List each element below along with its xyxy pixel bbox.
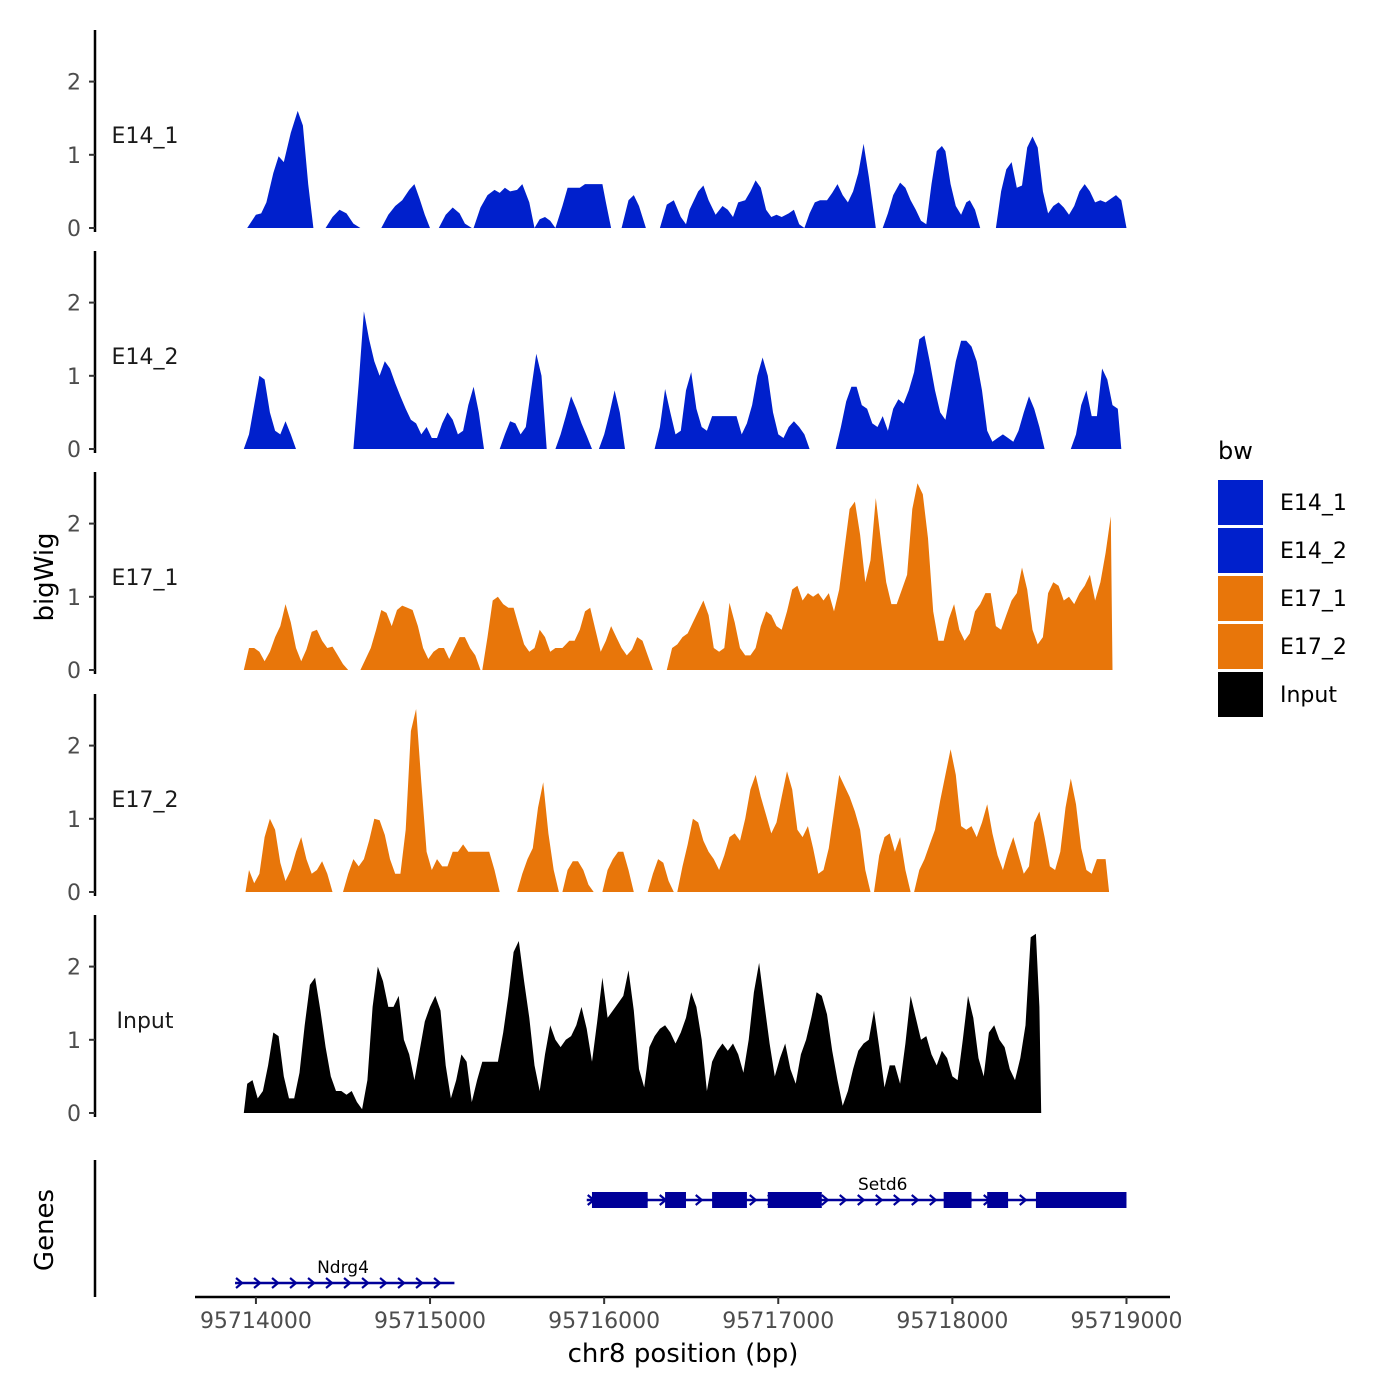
legend-swatch (1218, 624, 1263, 669)
genes-panel: Setd6 Ndrg4 (93, 1160, 1127, 1297)
x-tick-label: 95718000 (896, 1309, 1008, 1334)
x-tick-label: 95715000 (374, 1309, 486, 1334)
strand-chevron (695, 1194, 704, 1206)
exon (987, 1192, 1009, 1208)
strand-chevron (857, 1194, 866, 1206)
y-tick-label: 2 (67, 513, 81, 538)
legend-entry-E14_2: E14_2 (1218, 528, 1347, 573)
strand-chevron (1019, 1194, 1028, 1206)
strand-chevron (749, 1194, 758, 1206)
legend-swatch (1218, 528, 1263, 573)
strand-chevron (397, 1277, 406, 1289)
strand-chevron (911, 1194, 920, 1206)
legend: bw E14_1 E14_2 E17_1 E17_2 Input (1218, 437, 1347, 717)
legend-swatch (1218, 672, 1263, 717)
exon (665, 1192, 686, 1208)
legend-label: E17_1 (1280, 587, 1347, 612)
exon (767, 1192, 822, 1208)
track-E17_2: 0 1 2 E17_2 (67, 694, 1110, 906)
x-tick-label: 95714000 (200, 1309, 312, 1334)
y-tick-label: 1 (67, 808, 81, 833)
genes-axis-title: Genes (30, 1189, 60, 1271)
legend-label: E14_2 (1280, 539, 1347, 564)
y-tick-label: 2 (67, 292, 81, 317)
legend-entry-E17_2: E17_2 (1218, 624, 1347, 669)
strand-chevron (893, 1194, 902, 1206)
x-axis-title: chr8 position (bp) (568, 1339, 799, 1369)
x-tick-label: 95719000 (1070, 1309, 1182, 1334)
x-tick-label: 95717000 (722, 1309, 834, 1334)
y-tick-label: 0 (67, 659, 81, 684)
track-label-E14_2: E14_2 (112, 345, 179, 370)
coverage-area-E14_1 (247, 110, 1127, 228)
track-E17_1: 0 1 2 E17_1 (67, 472, 1113, 684)
coverage-area-Input (243, 933, 1042, 1113)
legend-label: E17_2 (1280, 635, 1347, 660)
y-tick-label: 0 (67, 438, 81, 463)
track-label-E14_1: E14_1 (112, 124, 179, 149)
strand-chevron (379, 1277, 388, 1289)
legend-swatch (1218, 576, 1263, 621)
coverage-area-E17_2 (245, 709, 1110, 892)
strand-chevron (271, 1277, 280, 1289)
strand-chevron (875, 1194, 884, 1206)
strand-chevron (361, 1277, 370, 1289)
coverage-area-E14_2 (243, 311, 1122, 449)
strand-chevron (289, 1277, 298, 1289)
exon (1035, 1192, 1127, 1208)
track-label-E17_2: E17_2 (112, 788, 179, 813)
track-Input: 0 1 2 Input (67, 915, 1042, 1127)
y-tick-label: 0 (67, 881, 81, 906)
strand-chevron (821, 1194, 830, 1206)
gene-Setd6: Setd6 (586, 1175, 1127, 1208)
legend-label: E14_1 (1280, 491, 1347, 516)
gene-Ndrg4: Ndrg4 (235, 1258, 455, 1289)
strand-chevron (839, 1194, 848, 1206)
y-tick-label: 0 (67, 217, 81, 242)
strand-chevron (253, 1277, 262, 1289)
strand-chevron (325, 1277, 334, 1289)
legend-entry-E17_1: E17_1 (1218, 576, 1347, 621)
exon (943, 1192, 972, 1208)
y-tick-label: 0 (67, 1102, 81, 1127)
strand-chevron (235, 1277, 244, 1289)
y-tick-label: 2 (67, 956, 81, 981)
track-label-E17_1: E17_1 (112, 566, 179, 591)
y-tick-label: 1 (67, 144, 81, 169)
track-label-Input: Input (117, 1009, 174, 1034)
coverage-area-E17_1 (243, 483, 1113, 670)
strand-chevron (433, 1277, 442, 1289)
strand-chevron (415, 1277, 424, 1289)
x-axis: 95714000 95715000 95716000 95717000 95718000… (195, 1295, 1182, 1334)
legend-swatch (1218, 480, 1263, 525)
legend-entry-E14_1: E14_1 (1218, 480, 1347, 525)
gene-label-Ndrg4: Ndrg4 (317, 1258, 369, 1278)
gene-label-Setd6: Setd6 (858, 1175, 908, 1195)
legend-entry-Input: Input (1218, 672, 1337, 717)
coverage-tracks: 0 1 2 E14_1 0 1 2 E14_2 0 1 2 E17_1 0 1 2 E17_2 0 1 2 Input (67, 30, 1127, 1127)
track-E14_2: 0 1 2 E14_2 (67, 251, 1122, 463)
y-tick-label: 2 (67, 735, 81, 760)
track-E14_1: 0 1 2 E14_1 (67, 30, 1127, 242)
strand-chevron (929, 1194, 938, 1206)
strand-chevron (307, 1277, 316, 1289)
exon (712, 1192, 747, 1208)
y-tick-label: 2 (67, 71, 81, 96)
y-tick-label: 1 (67, 1029, 81, 1054)
y-axis-title: bigWig (30, 532, 60, 621)
legend-label: Input (1280, 683, 1337, 708)
strand-chevron (343, 1277, 352, 1289)
x-tick-label: 95716000 (548, 1309, 660, 1334)
y-tick-label: 1 (67, 365, 81, 390)
y-tick-label: 1 (67, 586, 81, 611)
exon (591, 1192, 648, 1208)
legend-title: bw (1218, 437, 1253, 465)
